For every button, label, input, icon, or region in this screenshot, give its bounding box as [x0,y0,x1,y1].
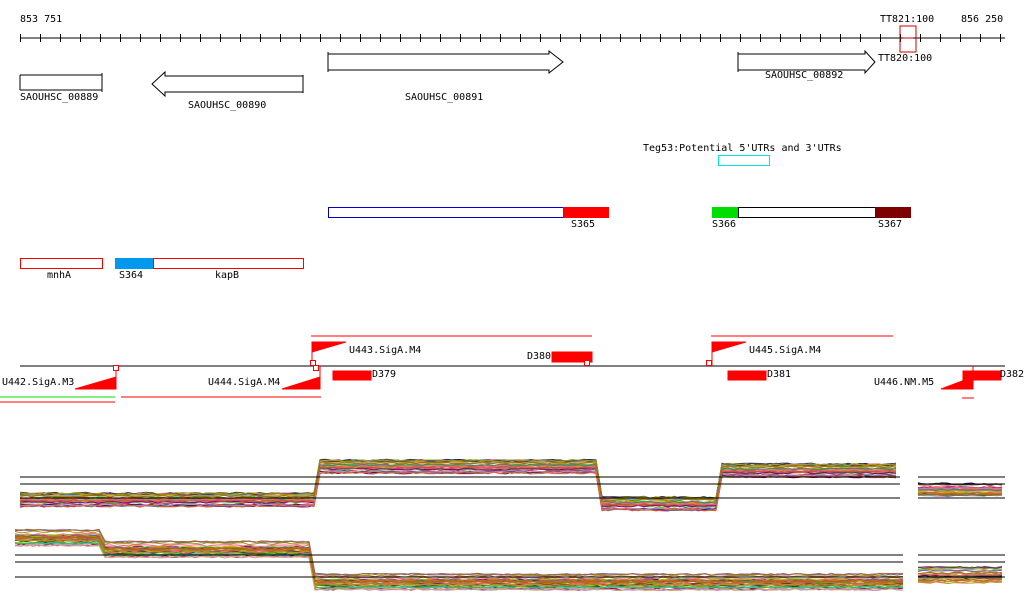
segment-s367[interactable] [875,207,911,218]
expression-trace [917,485,1003,489]
gene-kapB[interactable] [153,258,304,269]
gene-SAOUHSC_00890[interactable] [151,70,304,98]
gene-SAOUHSC_00889[interactable] [19,73,103,92]
site-marker [310,360,316,366]
expression-trace [14,539,904,587]
tt-marker-top[interactable]: TT821:100 [880,14,935,25]
expression-trace [918,486,1003,490]
expression-trace [19,461,897,502]
terminator-block [727,370,767,381]
promoter-label[interactable]: U446.NM.M5 [874,377,935,388]
promoter-icon [711,341,747,353]
expression-trace [917,492,1002,496]
site-marker [113,365,119,371]
tt-marker-bottom[interactable]: TT820:100 [878,53,933,64]
gene-label: mnhA [47,270,72,281]
promoter-label[interactable]: U444.SigA.M4 [208,377,281,388]
segment-label: S364 [119,270,144,281]
segment-label: S365 [571,219,596,230]
utr-label: Teg53:Potential 5'UTRs and 3'UTRs [643,143,842,154]
expression-trace [917,577,1003,581]
expression-trace [19,469,897,510]
terminator-label[interactable]: D381 [767,369,792,380]
expression-plot-2 [14,528,1005,592]
segment-label: S367 [878,219,903,230]
terminator-label[interactable]: D380 [527,351,552,362]
expression-trace [19,471,897,512]
terminator-block [332,370,372,381]
expression-trace [917,573,1003,577]
ruler-end: 856 250 [961,14,1004,25]
segment-label: S366 [712,219,737,230]
promoter-icon [281,376,321,390]
site-marker [313,365,319,371]
terminator-block [962,370,1002,381]
expression-trace [14,532,904,580]
expression-trace [14,528,903,576]
gene-label: kapB [215,270,240,281]
expression-trace [14,536,904,584]
expression-trace [19,470,897,511]
expression-trace [917,566,1003,569]
gene-SAOUHSC_00891[interactable] [327,49,564,75]
gene-label[interactable]: SAOUHSC_00892 [765,70,844,81]
gene-label[interactable]: SAOUHSC_00890 [188,100,267,111]
promoter-label[interactable]: U445.SigA.M4 [749,345,822,356]
expression-trace [917,576,1003,580]
expression-trace [14,541,904,589]
expression-trace [14,543,904,592]
expression-plot-1 [19,458,1005,512]
segment-s365[interactable] [563,207,609,218]
expression-trace [917,489,1003,493]
expression-trace [917,571,1003,575]
terminator-label[interactable]: D382 [1000,369,1024,380]
segment-box-s365[interactable] [328,207,564,218]
expression-trace [14,530,904,578]
tt-marker-box[interactable] [899,25,917,53]
terminator-label[interactable]: D379 [372,369,397,380]
expression-trace [917,578,1003,582]
gene-mnhA[interactable] [20,258,103,269]
expression-trace [917,493,1003,497]
ruler-start: 853 751 [20,14,63,25]
gene-SAOUHSC_00892[interactable] [737,49,876,75]
gene-label[interactable]: SAOUHSC_00889 [20,92,99,103]
promoter-label[interactable]: U442.SigA.M3 [2,377,75,388]
site-marker [706,360,712,366]
site-marker [584,360,590,366]
terminator-block [551,351,593,363]
expression-trace [19,459,897,500]
expression-trace [918,488,1003,492]
expression-trace [917,569,1003,573]
gene-label[interactable]: SAOUHSC_00891 [405,92,484,103]
promoter-icon [74,376,117,390]
expression-trace [917,580,1003,584]
promoter-label[interactable]: U443.SigA.M4 [349,345,422,356]
segment-s364[interactable] [115,258,153,269]
utr-box[interactable] [718,155,770,166]
segment-s366[interactable] [712,207,738,218]
promoter-icon [311,341,347,353]
